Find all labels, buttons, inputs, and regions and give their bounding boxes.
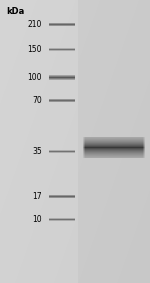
Text: 10: 10 <box>32 215 42 224</box>
Text: 210: 210 <box>28 20 42 29</box>
Text: 17: 17 <box>32 192 42 201</box>
Text: 70: 70 <box>32 96 42 105</box>
Text: kDa: kDa <box>6 7 24 16</box>
Text: 100: 100 <box>27 73 42 82</box>
Text: 35: 35 <box>32 147 42 156</box>
Text: 150: 150 <box>27 45 42 54</box>
